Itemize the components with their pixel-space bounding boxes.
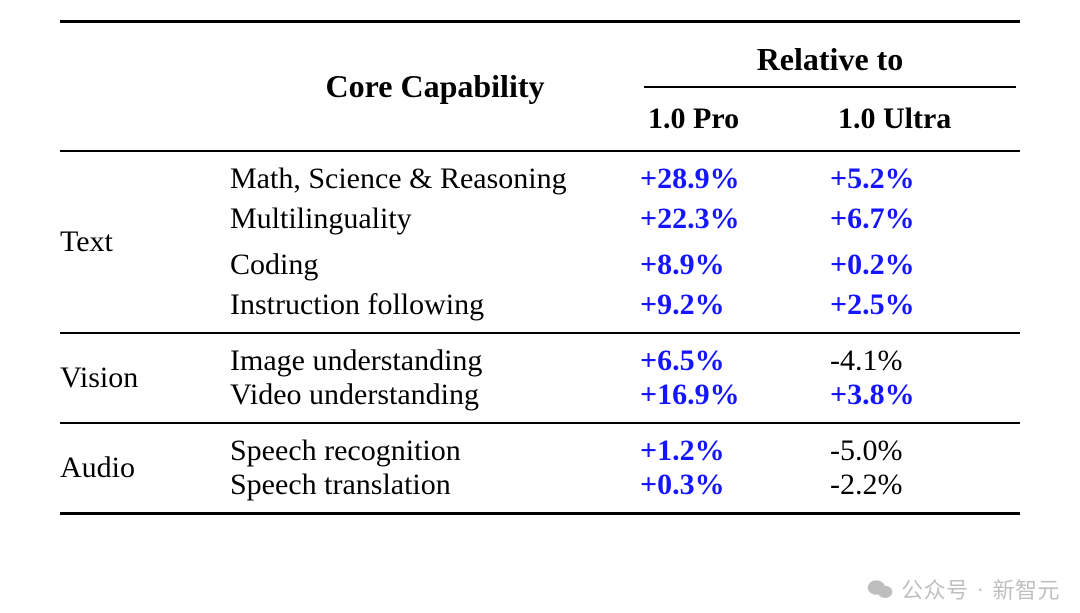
row-v2: +3.8% [830,378,1020,423]
row-v1: +22.3% [640,196,830,242]
row-v1: +16.9% [640,378,830,423]
watermark-prefix: 公众号 [901,573,969,605]
row-v1: +28.9% [640,151,830,196]
watermark-name: 新智元 [992,573,1060,605]
row-v1: +1.2% [640,423,830,468]
header-core-capability: Core Capability [230,22,640,152]
row-v2: -2.2% [830,468,1020,514]
row-cap: Multilinguality [230,196,640,242]
group-text-label: Text [60,151,230,333]
watermark: 公众号 · 新智元 [867,573,1060,605]
header-relative-to: Relative to [644,41,1016,88]
row-v1: +6.5% [640,333,830,378]
row-cap: Math, Science & Reasoning [230,151,640,196]
group-vision-label: Vision [60,333,230,423]
group-audio-label: Audio [60,423,230,514]
header-v2: 1.0 Ultra [830,94,1020,151]
row-cap: Speech recognition [230,423,640,468]
row-v2: -4.1% [830,333,1020,378]
row-cap: Coding [230,242,640,288]
table-container: Core Capability Relative to 1.0 Pro 1.0 … [0,0,1080,525]
row-v1: +8.9% [640,242,830,288]
row-v2: -5.0% [830,423,1020,468]
capability-table: Core Capability Relative to 1.0 Pro 1.0 … [60,20,1020,515]
watermark-dot: · [977,576,985,602]
row-cap: Video understanding [230,378,640,423]
row-cap: Instruction following [230,288,640,333]
row-cap: Image understanding [230,333,640,378]
row-v2: +2.5% [830,288,1020,333]
row-v2: +6.7% [830,196,1020,242]
row-v1: +9.2% [640,288,830,333]
header-v1: 1.0 Pro [640,94,830,151]
wechat-icon [867,578,893,600]
row-v2: +0.2% [830,242,1020,288]
row-v1: +0.3% [640,468,830,514]
row-cap: Speech translation [230,468,640,514]
row-v2: +5.2% [830,151,1020,196]
